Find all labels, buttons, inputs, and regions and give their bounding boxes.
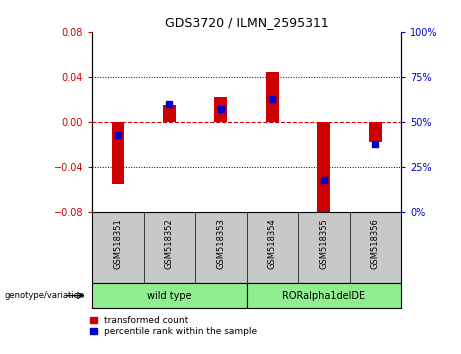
Text: RORalpha1delDE: RORalpha1delDE [282, 291, 366, 301]
Text: GSM518355: GSM518355 [319, 218, 328, 269]
Text: wild type: wild type [147, 291, 192, 301]
Bar [163, 105, 176, 122]
Text: GSM518351: GSM518351 [113, 218, 123, 269]
FancyBboxPatch shape [92, 283, 247, 308]
Bar [214, 97, 227, 122]
Text: GSM518354: GSM518354 [268, 218, 277, 269]
Bar [266, 73, 279, 122]
Text: GSM518353: GSM518353 [216, 218, 225, 269]
FancyBboxPatch shape [247, 283, 401, 308]
Bar [318, 122, 330, 226]
Title: GDS3720 / ILMN_2595311: GDS3720 / ILMN_2595311 [165, 16, 329, 29]
Text: GSM518356: GSM518356 [371, 218, 380, 269]
Text: GSM518352: GSM518352 [165, 218, 174, 269]
Bar [369, 122, 382, 142]
Bar [112, 122, 124, 184]
Legend: transformed count, percentile rank within the sample: transformed count, percentile rank withi… [90, 316, 257, 336]
Text: genotype/variation: genotype/variation [5, 291, 85, 300]
